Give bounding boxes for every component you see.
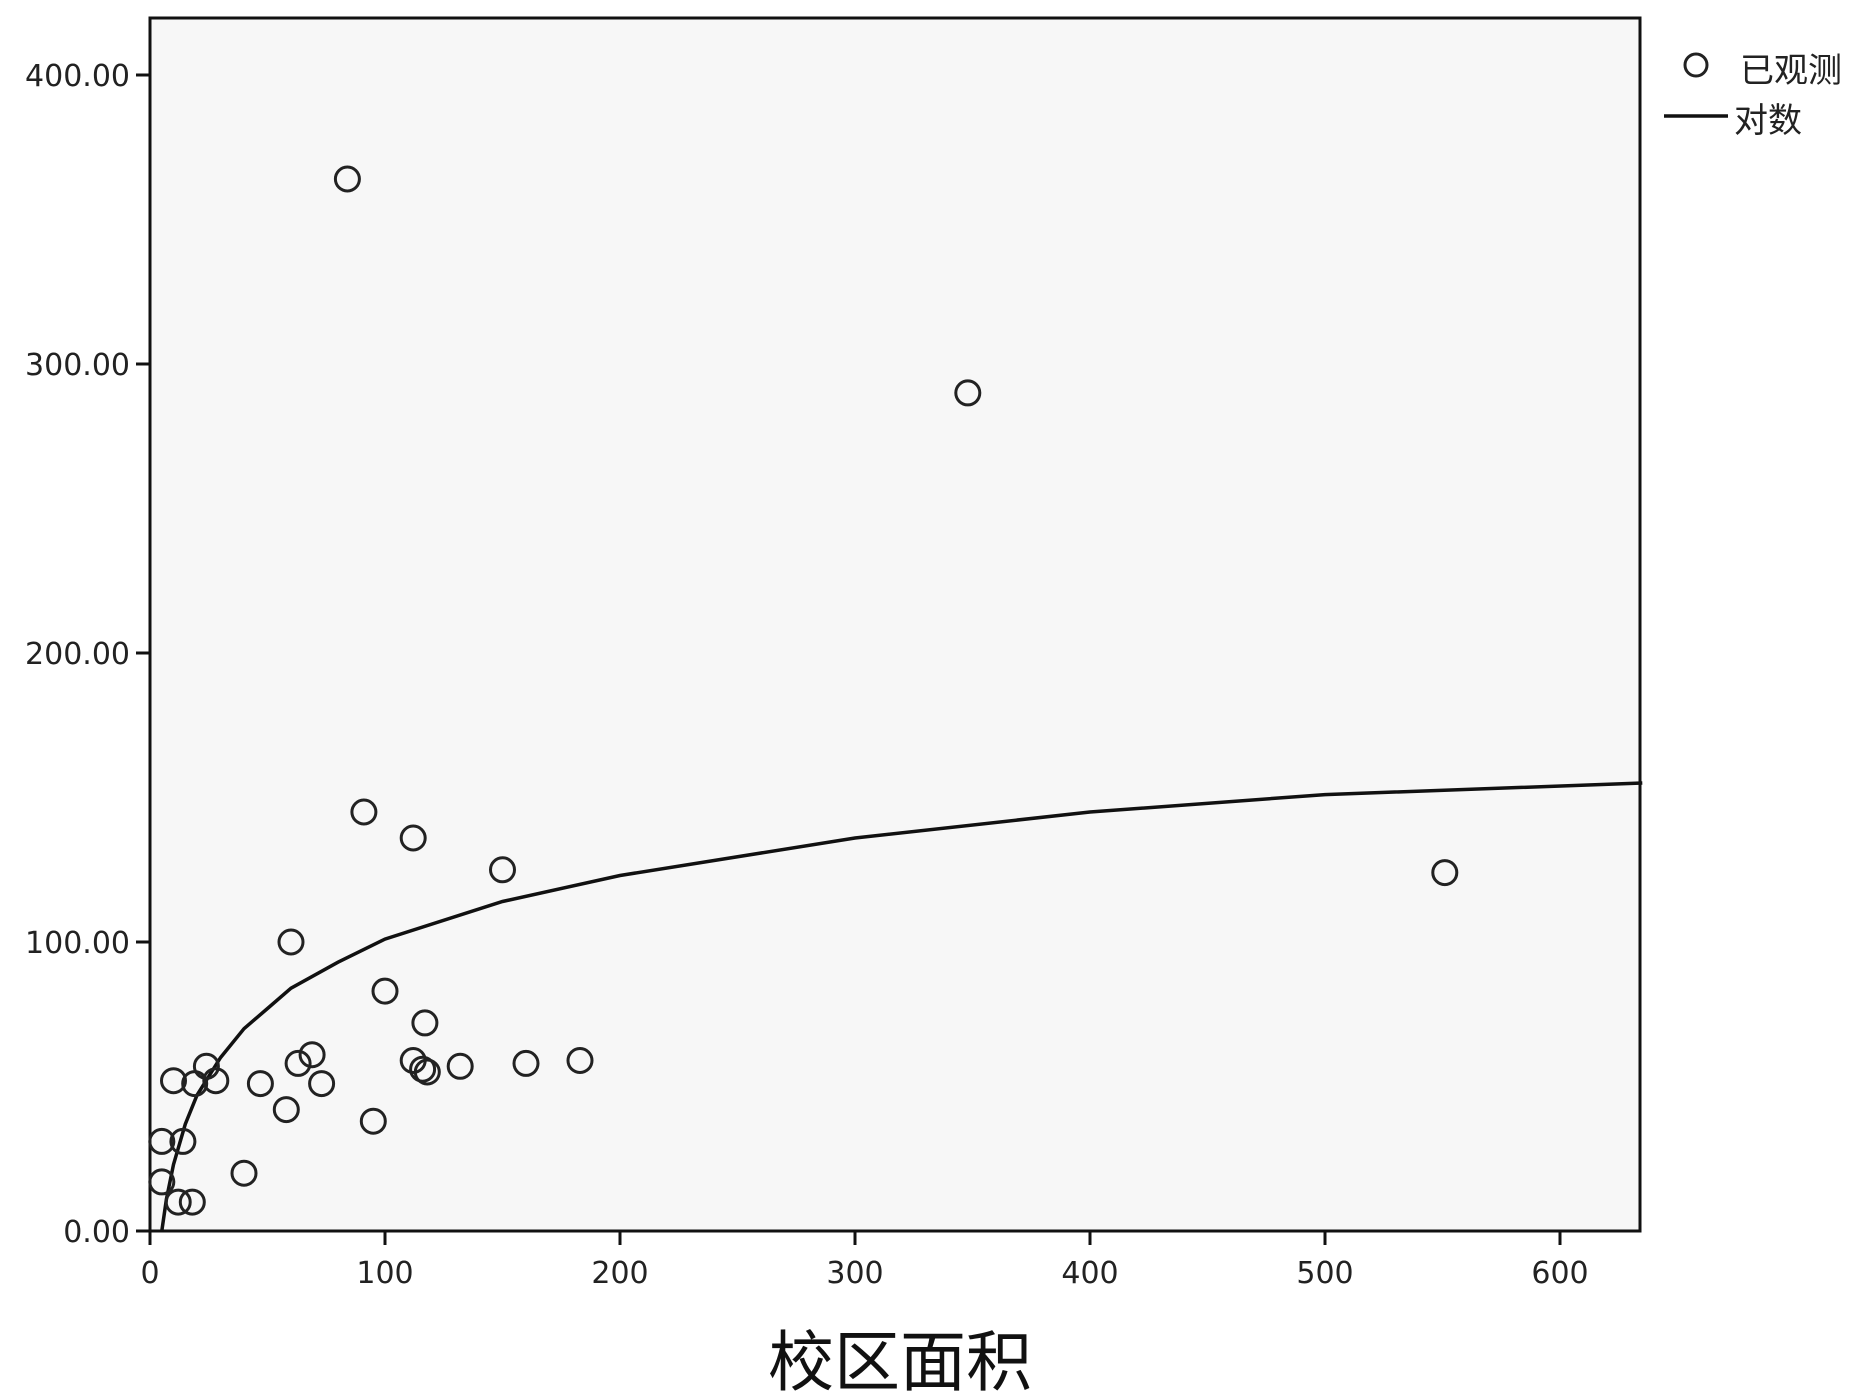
observed-points: [148, 165, 1459, 1216]
y-tick-label-3: 300.00: [25, 348, 130, 383]
observed-point-27: [148, 1168, 176, 1196]
x-tick-label-1: 100: [356, 1256, 413, 1291]
x-tick-label-6: 600: [1531, 1256, 1588, 1291]
observed-point-14: [446, 1052, 474, 1080]
observed-point-25: [148, 1127, 176, 1155]
x-tick-label-4: 400: [1061, 1256, 1118, 1291]
legend-label-observed: 已观测: [1740, 51, 1842, 91]
observed-point-5: [1431, 859, 1459, 887]
observed-point-30: [178, 1188, 206, 1216]
plot-area: [148, 16, 1642, 1233]
fit-line: [160, 781, 1643, 1232]
observed-point-8: [411, 1009, 439, 1037]
observed-point-12: [409, 1055, 437, 1083]
observed-point-26: [169, 1127, 197, 1155]
x-tick-label-3: 300: [826, 1256, 883, 1291]
legend-label-log: 对数: [1734, 101, 1802, 141]
legend-marker-circle: [1683, 52, 1709, 78]
observed-point-23: [272, 1096, 300, 1124]
y-tick-label-1: 100.00: [25, 926, 130, 961]
observed-point-0: [333, 165, 361, 193]
observed-point-6: [277, 928, 305, 956]
observed-point-2: [350, 798, 378, 826]
observed-point-28: [230, 1159, 258, 1187]
y-tick-label-2: 200.00: [25, 637, 130, 672]
y-tick-label-4: 400.00: [25, 59, 130, 94]
observed-point-13: [413, 1058, 441, 1086]
observed-point-17: [160, 1067, 187, 1095]
observed-point-9: [298, 1041, 326, 1069]
observed-point-21: [246, 1070, 274, 1098]
legend: 已观测 对数: [1664, 51, 1842, 141]
y-tick-label-0: 0.00: [63, 1215, 130, 1250]
x-tick-label-2: 200: [591, 1256, 648, 1291]
observed-point-24: [359, 1107, 387, 1135]
observed-point-22: [308, 1070, 336, 1098]
observed-point-29: [164, 1188, 192, 1216]
x-axis-title: 校区面积: [768, 1324, 1032, 1396]
observed-point-7: [371, 977, 399, 1005]
observed-point-20: [202, 1067, 230, 1095]
observed-point-16: [566, 1047, 594, 1074]
observed-point-4: [489, 856, 516, 884]
x-tick-label-0: 0: [140, 1256, 159, 1291]
observed-point-1: [954, 379, 982, 407]
observed-point-19: [192, 1052, 220, 1080]
x-axis: 0 100 200 300 400 500 600: [140, 1231, 1589, 1291]
y-axis: 0.00 100.00 200.00 300.00 400.00: [25, 59, 150, 1250]
observed-point-15: [512, 1049, 540, 1077]
x-tick-label-5: 500: [1296, 1256, 1353, 1291]
observed-point-3: [399, 824, 427, 852]
observed-point-10: [284, 1049, 312, 1077]
